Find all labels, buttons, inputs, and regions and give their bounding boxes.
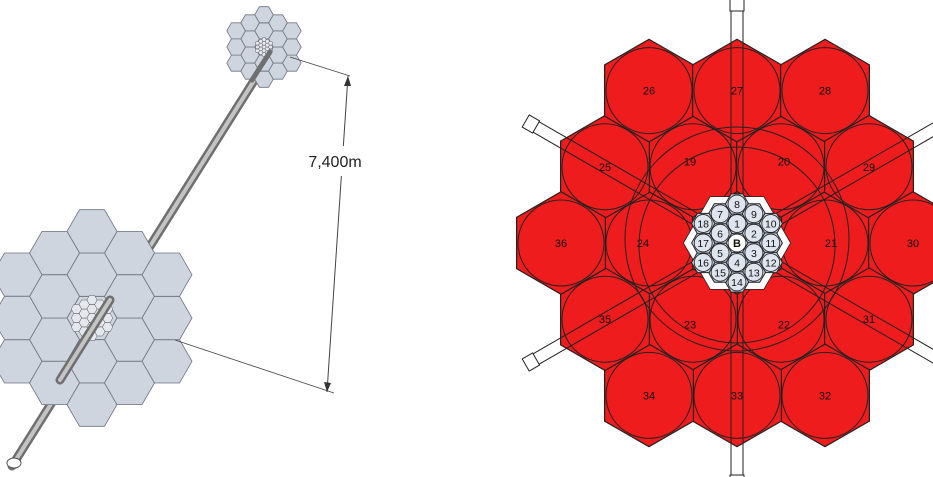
segment-circle <box>561 275 649 363</box>
outer-segment-label: 33 <box>731 390 743 402</box>
segment-circle <box>561 123 649 211</box>
inner-segment-circle <box>727 272 747 292</box>
segment-circle <box>693 47 781 135</box>
mirror-hex-segment <box>226 38 246 56</box>
outer-segment-label: 21 <box>825 238 837 250</box>
inner-segment-circle <box>744 204 764 224</box>
outer-segment-label: 22 <box>778 319 790 331</box>
segment-circle <box>605 351 693 439</box>
inner-segment-circle <box>744 262 764 282</box>
inner-segment-label: 10 <box>765 219 777 231</box>
outer-segment-label: 19 <box>684 157 696 169</box>
outer-segment-label: 36 <box>555 238 567 250</box>
inner-segment-label: 6 <box>717 228 723 240</box>
outer-segment-label: 32 <box>819 390 831 402</box>
segment-circle <box>517 199 605 287</box>
rod-segment <box>249 49 273 83</box>
strut-end-cap <box>521 114 541 134</box>
mirror-hex-segment <box>226 22 246 40</box>
inner-segment-label: 13 <box>748 267 760 279</box>
segment-circle <box>605 47 693 135</box>
large-mirror-cluster <box>0 209 193 427</box>
inner-segment-label: 14 <box>731 277 743 289</box>
inner-segment-circle <box>710 262 730 282</box>
inner-segment-label: 9 <box>751 209 757 221</box>
secondary-hex-segment <box>70 304 82 314</box>
inner-segment-circle <box>761 253 781 272</box>
inner-segment-label: B <box>733 238 741 250</box>
secondary-hex-segment <box>254 41 260 46</box>
distance-label: 7,400m <box>308 154 361 171</box>
inner-segment-label: 18 <box>697 219 709 231</box>
segment-circle <box>693 351 781 439</box>
outer-segment-label: 20 <box>778 157 790 169</box>
segment-circle <box>825 275 913 363</box>
small-mirror-cluster <box>226 6 302 88</box>
left-panel: 7,400m <box>0 6 374 471</box>
segment-circle <box>869 199 933 287</box>
secondary-hex-segment <box>254 44 260 50</box>
inner-segment-label: 11 <box>765 238 776 250</box>
secondary-hex-segment <box>102 322 114 332</box>
inner-segment-label: 5 <box>717 248 723 260</box>
outer-segment-label: 31 <box>863 314 875 326</box>
inner-segment-label: 7 <box>717 209 723 221</box>
outer-segment-hex <box>515 191 607 295</box>
inner-segment-circle <box>693 214 713 233</box>
overlay-circle-inner <box>638 146 836 344</box>
inner-segment-label: 3 <box>751 248 757 260</box>
segment-circle <box>649 123 737 211</box>
inner-segment-label: 8 <box>734 199 740 211</box>
segment-circle <box>649 275 737 363</box>
outer-segment-label: 35 <box>599 314 611 326</box>
inner-segment-circle <box>727 194 747 214</box>
outer-segment-label: 25 <box>599 162 611 174</box>
segment-circle <box>825 123 913 211</box>
segment-circle <box>737 275 825 363</box>
outer-segment-label: 28 <box>819 86 831 98</box>
mirror-hex-segment <box>0 295 43 341</box>
distance-indicator: 7,400m <box>174 56 374 394</box>
inner-segment-label: 16 <box>697 258 709 270</box>
outer-segment-label: 27 <box>731 86 743 98</box>
overlay-circle-outer <box>624 126 850 352</box>
inner-segment-label: 4 <box>734 258 740 270</box>
strut-end-cap <box>729 474 745 477</box>
inner-segment-label: 12 <box>765 258 777 270</box>
strut-end-cap <box>521 352 541 372</box>
inner-segment-label: 15 <box>714 267 726 279</box>
segment-circle <box>781 47 869 135</box>
inner-segment-label: 2 <box>751 228 757 240</box>
outer-segment-label: 34 <box>643 390 655 402</box>
rod-highlight <box>58 298 112 382</box>
segment-circle <box>737 123 825 211</box>
outer-segment-label: 26 <box>643 86 655 98</box>
outer-segment-label: 29 <box>863 162 875 174</box>
outer-segment-label: 23 <box>684 319 696 331</box>
secondary-hex-segment <box>70 313 82 323</box>
secondary-hex-segment <box>268 44 274 50</box>
segment-circle <box>781 351 869 439</box>
inner-segment-circle <box>710 204 730 224</box>
inner-segment-label: 17 <box>697 238 709 250</box>
outer-segment-label: 24 <box>637 238 649 250</box>
inner-segment-label: 1 <box>734 219 740 231</box>
outer-segment-label: 30 <box>907 238 919 250</box>
strut-end-cap <box>729 0 745 12</box>
